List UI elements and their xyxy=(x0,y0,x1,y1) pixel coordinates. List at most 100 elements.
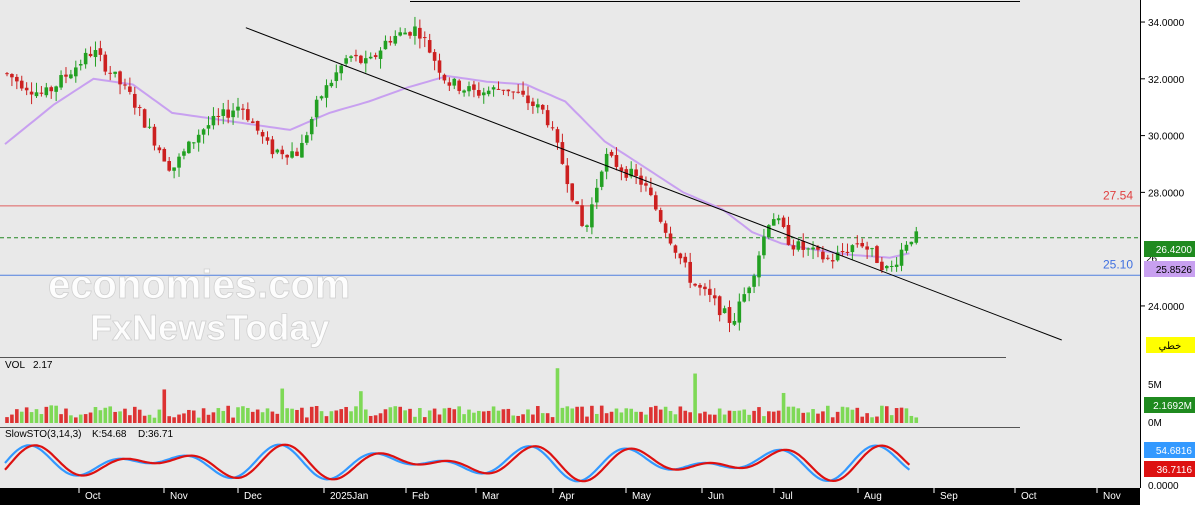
volume-bar xyxy=(865,413,869,423)
candle xyxy=(550,121,555,131)
candle xyxy=(123,78,127,90)
moving-average-box: 25.8526 xyxy=(1144,261,1195,277)
volume-bar xyxy=(791,406,796,423)
time-axis-label: Nov xyxy=(170,491,188,502)
candle xyxy=(481,87,486,104)
volume-bar xyxy=(398,406,402,423)
candle xyxy=(132,86,137,115)
candle xyxy=(270,135,275,159)
candle xyxy=(191,142,196,149)
candle xyxy=(590,197,594,235)
volume-bar xyxy=(658,409,663,423)
candle xyxy=(880,257,884,274)
candle xyxy=(422,31,427,48)
candle xyxy=(899,242,904,272)
candle xyxy=(727,300,732,333)
volume-bar xyxy=(383,409,388,423)
time-axis-labels: Oct Nov Dec 2025Jan Feb Mar Apr May Jun Jul Aug Sep… xyxy=(78,488,1121,502)
volume-bar xyxy=(708,414,712,423)
candle xyxy=(791,239,796,256)
candle xyxy=(128,77,132,95)
volume-bar xyxy=(683,410,688,423)
candle xyxy=(889,260,894,272)
volume-bar xyxy=(712,414,717,423)
candle xyxy=(658,207,663,224)
candle xyxy=(683,252,688,268)
volume-bar xyxy=(290,408,294,423)
volume-bar xyxy=(550,417,555,423)
volume-bar xyxy=(481,411,486,423)
time-axis-bar xyxy=(0,488,1140,505)
candle xyxy=(909,241,914,247)
candle xyxy=(177,153,181,177)
volume-bar xyxy=(477,410,481,423)
candle xyxy=(162,147,167,162)
volume-bar xyxy=(644,414,648,423)
volume-bar xyxy=(629,408,634,423)
candle xyxy=(442,73,447,84)
volume-bar xyxy=(472,412,476,423)
volume-bar xyxy=(29,412,34,423)
candle xyxy=(64,67,68,84)
volume-bar xyxy=(688,412,692,423)
volume-bar xyxy=(835,411,840,423)
candle xyxy=(462,89,466,97)
candle xyxy=(167,156,171,172)
volume-bar xyxy=(49,405,54,423)
candle xyxy=(850,244,855,260)
candle xyxy=(201,128,206,144)
volume-bar xyxy=(717,408,722,423)
candle xyxy=(241,103,245,120)
volume-bar xyxy=(157,409,162,423)
volume-label: VOL xyxy=(5,360,25,371)
volume-bar xyxy=(678,406,683,423)
candle xyxy=(663,220,668,238)
volume-bar xyxy=(781,392,786,423)
price-tick-label: 24.0000 xyxy=(1148,302,1185,313)
volume-bar xyxy=(870,417,874,423)
candle xyxy=(776,214,781,225)
volume-bar xyxy=(270,411,275,423)
candle xyxy=(767,224,771,240)
candle xyxy=(324,79,329,108)
volume-bar xyxy=(182,413,186,423)
candle xyxy=(5,72,9,77)
candle xyxy=(305,131,309,146)
volume-bar xyxy=(275,413,280,423)
candle xyxy=(855,235,860,248)
volume-bar xyxy=(221,410,226,423)
volume-bar xyxy=(703,411,707,423)
candle xyxy=(531,97,535,114)
volume-bar xyxy=(74,417,78,423)
volume-bar xyxy=(236,407,240,423)
candle xyxy=(142,108,147,128)
candle xyxy=(585,224,589,232)
candle xyxy=(826,254,830,261)
candle xyxy=(491,85,496,97)
chart-type-badge[interactable]: خطي xyxy=(1146,337,1195,353)
candle xyxy=(580,199,584,228)
candle xyxy=(649,177,653,197)
volume-bar xyxy=(118,411,122,423)
volume-bar xyxy=(737,410,742,423)
candle xyxy=(34,82,39,98)
time-axis-label: Sep xyxy=(940,491,958,502)
candle xyxy=(118,70,122,95)
volume-bar xyxy=(624,408,629,423)
candle xyxy=(359,54,363,65)
candle xyxy=(54,85,58,102)
candle xyxy=(280,145,285,160)
moving-average-line xyxy=(4,74,910,259)
volume-bar xyxy=(590,405,594,423)
candle xyxy=(452,77,457,90)
svg-text:54.6816: 54.6816 xyxy=(1156,446,1193,457)
candle xyxy=(811,241,815,260)
volume-bar xyxy=(880,405,884,423)
time-axis-label: Oct xyxy=(85,491,101,502)
candle xyxy=(575,201,579,205)
volume-bar xyxy=(64,408,68,423)
volume-bar xyxy=(545,413,550,423)
candle xyxy=(447,77,452,91)
volume-bar xyxy=(663,406,668,423)
candle xyxy=(693,283,697,287)
